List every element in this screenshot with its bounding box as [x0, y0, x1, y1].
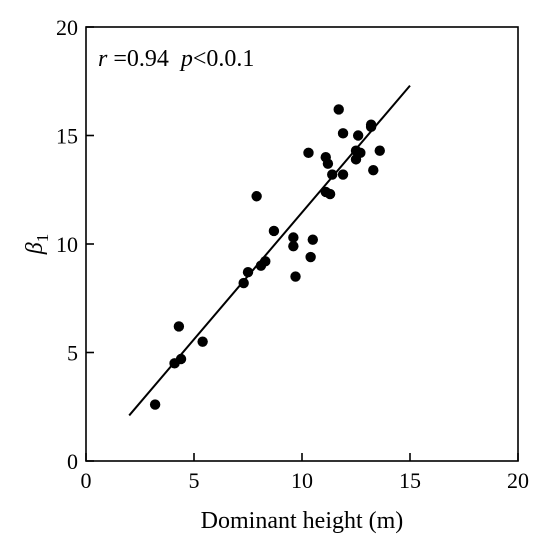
data-point	[365, 119, 377, 130]
data-point	[197, 336, 208, 347]
y-tick-label: 15	[56, 124, 78, 149]
plot-frame	[85, 26, 519, 462]
annotation-p-symbol: p	[179, 46, 193, 72]
y-tick-label: 10	[56, 232, 78, 257]
data-point	[260, 256, 271, 267]
x-tick-label: 10	[291, 468, 313, 493]
data-point	[307, 234, 318, 245]
x-axis-title: Dominant height (m)	[201, 508, 404, 534]
data-point	[374, 145, 385, 156]
data-point	[327, 169, 338, 180]
data-point	[149, 399, 161, 410]
data-point	[368, 165, 379, 176]
y-tick-label: 0	[67, 449, 78, 474]
data-point	[288, 232, 299, 243]
data-point	[175, 353, 187, 365]
data-point	[288, 240, 299, 252]
data-point	[303, 147, 314, 159]
data-point	[290, 271, 301, 282]
data-point	[242, 267, 254, 278]
axes	[85, 26, 519, 462]
data-point	[173, 321, 185, 332]
data-point	[322, 158, 334, 169]
data-point	[333, 104, 344, 115]
annotation-r-symbol: r	[98, 46, 108, 72]
y-axis-title: β1	[22, 234, 52, 255]
annotation: r =0.94 p<0.0.1	[98, 46, 254, 72]
x-tick-label: 15	[399, 468, 421, 493]
data-point	[324, 188, 336, 200]
x-tick-label: 0	[81, 468, 92, 493]
data-point	[337, 128, 349, 139]
y-axis-title-subscript: 1	[33, 234, 52, 243]
tick-labels: 0 5 10 15 20 0 5 10 15 20	[56, 15, 529, 493]
ticks	[85, 26, 519, 462]
y-tick-label: 5	[67, 341, 78, 366]
x-tick-label: 5	[189, 468, 200, 493]
data-point	[352, 130, 364, 141]
y-tick-label: 20	[56, 15, 78, 40]
x-tick-label: 20	[507, 468, 529, 493]
data-point	[355, 147, 366, 159]
data-point	[268, 225, 280, 237]
data-point	[251, 191, 262, 202]
data-point	[305, 251, 316, 263]
y-axis-title-symbol: β	[22, 242, 48, 255]
data-point	[238, 277, 249, 289]
annotation-p-value: <0.0.1	[193, 46, 255, 72]
data-point	[337, 169, 349, 180]
annotation-r-value: =0.94	[107, 46, 169, 72]
data-points	[149, 104, 385, 410]
